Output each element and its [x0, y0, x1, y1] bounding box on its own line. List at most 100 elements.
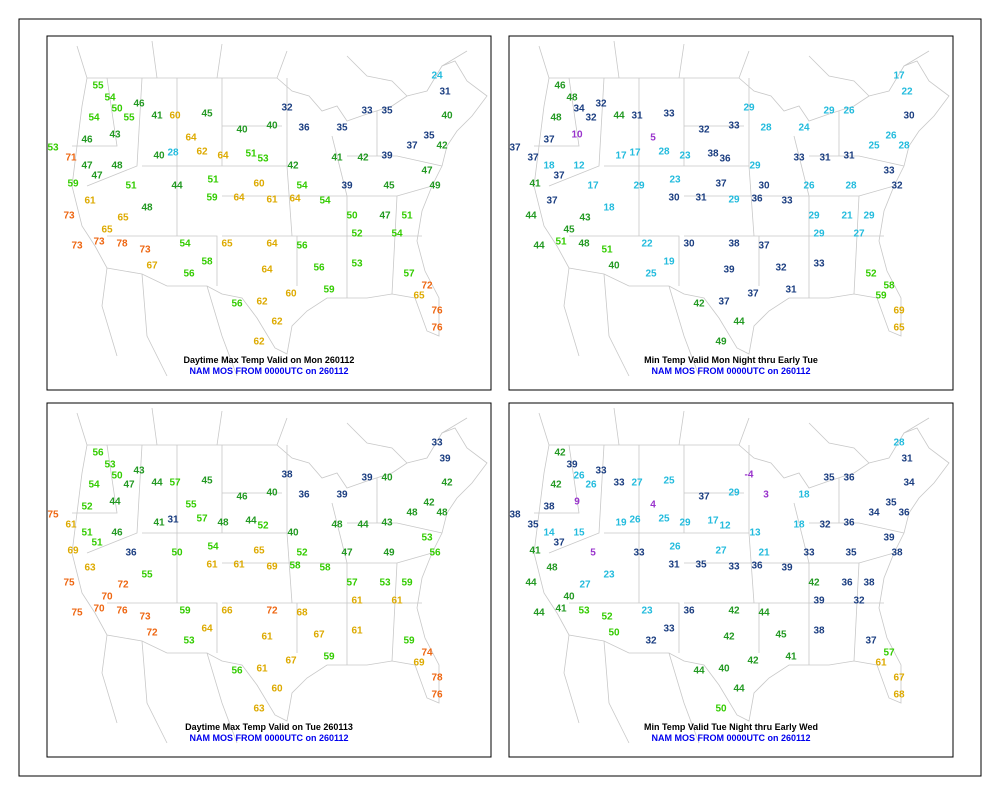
station-value: 61: [84, 196, 96, 207]
station-value: 37: [715, 179, 727, 190]
station-value: 59: [67, 179, 79, 190]
station-value: 40: [563, 592, 575, 603]
station-value: 50: [111, 104, 123, 115]
station-value: 48: [578, 239, 590, 250]
station-value: 40: [153, 151, 165, 162]
station-value: 54: [296, 181, 308, 192]
station-value: 17: [615, 151, 627, 162]
station-value: 57: [346, 578, 358, 589]
station-value: 49: [715, 337, 727, 348]
station-value: 48: [217, 518, 229, 529]
station-value: 5: [590, 548, 596, 559]
station-value: 34: [903, 478, 915, 489]
station-value: 68: [893, 690, 905, 701]
station-value: 69: [413, 658, 425, 669]
station-value: 64: [185, 133, 197, 144]
station-value: 30: [668, 193, 680, 204]
station-value: 45: [775, 630, 787, 641]
station-value: 44: [525, 578, 537, 589]
station-value: 37: [406, 141, 418, 152]
station-value: 29: [743, 103, 755, 114]
station-value: 26: [573, 471, 585, 482]
station-value: 59: [323, 285, 335, 296]
station-value: 72: [421, 281, 433, 292]
station-value: 42: [693, 299, 705, 310]
station-value: 21: [841, 211, 853, 222]
station-value: 27: [715, 546, 727, 557]
station-value: 55: [185, 500, 197, 511]
station-value: 17: [629, 148, 641, 159]
station-value: 42: [441, 478, 453, 489]
station-value: 76: [431, 323, 443, 334]
station-value: 24: [798, 123, 810, 134]
station-value: 65: [221, 239, 233, 250]
station-value: 65: [253, 546, 265, 557]
station-value: 42: [747, 656, 759, 667]
station-value: 61: [875, 658, 887, 669]
station-value: 50: [715, 704, 727, 715]
station-value: 37: [758, 241, 770, 252]
station-value: 54: [319, 196, 331, 207]
station-value: 37: [509, 143, 521, 154]
station-value: 33: [633, 548, 645, 559]
station-value: 54: [104, 93, 116, 104]
station-value: 44: [357, 520, 369, 531]
station-value: 43: [579, 213, 591, 224]
station-value: 42: [287, 161, 299, 172]
station-value: 18: [798, 490, 810, 501]
station-value: 57: [403, 269, 415, 280]
station-value: 53: [421, 533, 433, 544]
station-value: 43: [381, 518, 393, 529]
station-value: 72: [266, 606, 278, 617]
station-value: 61: [391, 596, 403, 607]
station-value: 19: [663, 257, 675, 268]
panel-subtitle: NAM MOS FROM 0000UTC on 260112: [189, 733, 348, 743]
station-value: 69: [893, 306, 905, 317]
station-value: 33: [813, 259, 825, 270]
station-value: 72: [117, 580, 129, 591]
panel-subtitle: NAM MOS FROM 0000UTC on 260112: [651, 733, 810, 743]
station-value: 64: [217, 151, 229, 162]
station-value: 35: [695, 560, 707, 571]
station-value: 40: [608, 261, 620, 272]
station-value: 45: [563, 225, 575, 236]
station-value: 41: [555, 604, 567, 615]
station-value: 47: [123, 480, 135, 491]
station-value: 41: [785, 652, 797, 663]
station-value: 36: [298, 490, 310, 501]
station-value: 28: [167, 148, 179, 159]
station-value: 32: [585, 113, 597, 124]
station-value: 63: [84, 563, 96, 574]
station-value: 58: [883, 281, 895, 292]
station-value: 29: [813, 229, 825, 240]
station-value: 57: [196, 514, 208, 525]
station-value: 61: [261, 632, 273, 643]
station-value: 29: [728, 488, 740, 499]
station-value: 70: [101, 592, 113, 603]
station-value: 44: [171, 181, 183, 192]
station-value: 28: [893, 438, 905, 449]
station-value: 42: [554, 448, 566, 459]
station-value: 56: [313, 263, 325, 274]
station-value: 40: [236, 125, 248, 136]
station-value: 37: [553, 171, 565, 182]
station-value: 9: [574, 497, 580, 508]
station-value: 47: [91, 171, 103, 182]
station-value: 64: [266, 239, 278, 250]
station-value: 74: [421, 648, 433, 659]
station-value: 76: [431, 306, 443, 317]
station-value: 46: [81, 135, 93, 146]
station-value: 67: [285, 656, 297, 667]
station-value: 39: [883, 533, 895, 544]
station-value: 50: [111, 471, 123, 482]
station-value: 17: [587, 181, 599, 192]
station-value: 28: [898, 141, 910, 152]
station-value: 19: [615, 518, 627, 529]
station-value: 28: [760, 123, 772, 134]
station-value: 5: [650, 133, 656, 144]
station-value: 47: [421, 166, 433, 177]
station-value: 32: [698, 125, 710, 136]
station-value: 42: [423, 498, 435, 509]
station-value: 14: [543, 528, 555, 539]
